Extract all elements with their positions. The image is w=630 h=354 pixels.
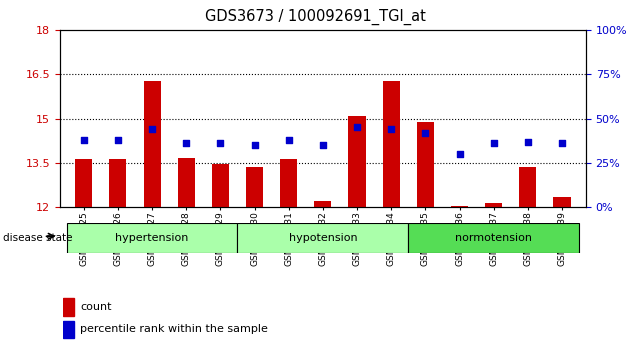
Bar	[280, 159, 297, 207]
Bar	[485, 202, 502, 207]
Bar	[178, 159, 195, 207]
Text: disease state: disease state	[3, 233, 72, 243]
Point	[318, 142, 328, 148]
Point	[454, 151, 464, 157]
Bar	[408, 223, 579, 253]
Point	[420, 130, 430, 136]
Point	[489, 141, 499, 146]
Bar	[238, 223, 408, 253]
Point	[79, 137, 89, 143]
Text: hypertension: hypertension	[115, 233, 189, 243]
Text: normotension: normotension	[455, 233, 532, 243]
Bar	[63, 320, 74, 338]
Bar	[67, 223, 238, 253]
Bar	[246, 167, 263, 207]
Point	[181, 141, 192, 146]
Text: GDS3673 / 100092691_TGI_at: GDS3673 / 100092691_TGI_at	[205, 9, 425, 25]
Text: percentile rank within the sample: percentile rank within the sample	[80, 324, 268, 334]
Point	[284, 137, 294, 143]
Point	[113, 137, 123, 143]
Bar	[110, 159, 127, 207]
Point	[249, 142, 260, 148]
Bar	[451, 206, 468, 207]
Point	[147, 126, 157, 132]
Bar	[63, 298, 74, 316]
Bar	[553, 197, 571, 207]
Text: count: count	[80, 302, 112, 312]
Bar	[519, 167, 536, 207]
Point	[352, 125, 362, 130]
Bar	[212, 164, 229, 207]
Bar	[75, 159, 93, 207]
Point	[215, 141, 226, 146]
Bar	[382, 81, 399, 207]
Point	[557, 141, 567, 146]
Text: hypotension: hypotension	[289, 233, 357, 243]
Bar	[314, 201, 331, 207]
Point	[386, 126, 396, 132]
Point	[523, 139, 533, 144]
Bar	[417, 121, 434, 207]
Bar	[144, 81, 161, 207]
Bar	[348, 116, 365, 207]
